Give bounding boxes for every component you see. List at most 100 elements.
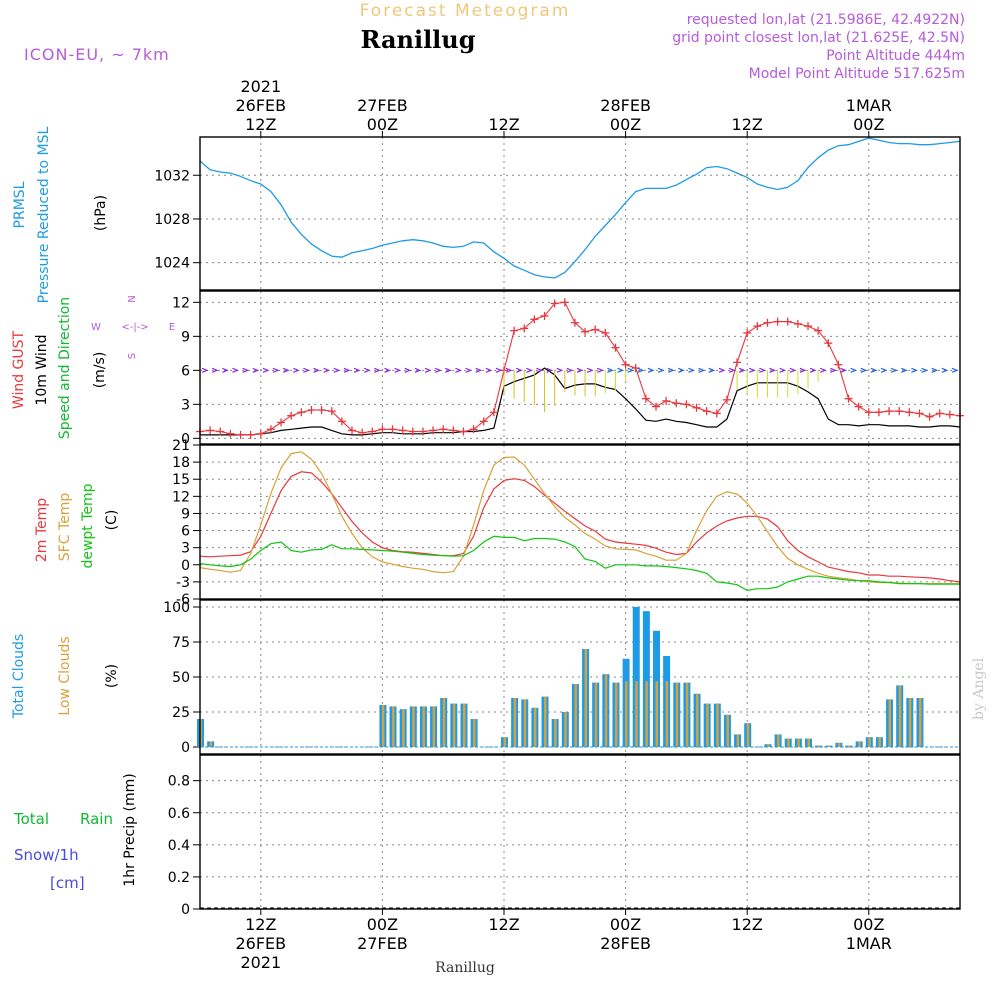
low-cloud-bar	[594, 682, 598, 747]
gust-point	[672, 399, 681, 408]
low-cloud-bar	[635, 681, 638, 747]
wind-direction-arrow	[475, 367, 483, 373]
gust-point	[327, 407, 336, 416]
gust-point	[226, 429, 235, 438]
bottom-time-label-2: 12Z	[488, 909, 520, 934]
wind-direction-arrow	[424, 367, 432, 373]
low-cloud-bar	[837, 742, 841, 747]
top-time-label-4: 12Z	[732, 115, 763, 137]
pressure-ticks: 1024 1028 1032	[154, 168, 200, 272]
top-title: Forecast Meteogram	[360, 1, 571, 21]
low-cloud-bar	[381, 705, 385, 747]
wind-direction-arrow	[850, 367, 858, 373]
gust-point	[216, 427, 225, 436]
bottom-time-label-line: 12Z	[732, 915, 763, 934]
wind-direction-arrow	[749, 367, 756, 373]
temp-marks	[199, 451, 961, 592]
station-title: Ranillug	[360, 25, 475, 54]
low-cloud-bar	[797, 738, 800, 747]
wind-direction-arrow	[576, 367, 584, 373]
gust-point	[925, 412, 934, 421]
gust-point	[885, 407, 894, 416]
low-cloud-bar	[209, 741, 213, 747]
gust-point	[814, 326, 823, 335]
wind-direction-arrow	[434, 367, 442, 373]
precip-rain-label: Rain	[80, 810, 113, 828]
wind-direction-arrow	[515, 367, 523, 373]
temp-dew-label: dewpt Temp	[80, 483, 96, 568]
wind-tick-label-3: 9	[181, 329, 190, 345]
gust-point	[652, 402, 660, 411]
wind-direction-arrow	[485, 367, 493, 373]
wind-tick-label-4: 12	[172, 295, 190, 311]
gust-point	[712, 409, 721, 418]
gust-point	[277, 418, 286, 427]
gust-point	[722, 395, 731, 404]
grid-coords: grid point closest lon,lat (21.625E, 42.…	[672, 30, 965, 46]
gust-point	[591, 325, 600, 334]
top-time-label-line: 00Z	[610, 115, 641, 134]
precip-cm-label: [cm]	[50, 874, 85, 892]
gust-point	[864, 408, 873, 417]
gust-line	[199, 301, 961, 436]
gust-point	[418, 427, 427, 436]
wind-direction-arrow	[597, 367, 604, 373]
low-cloud-bar	[665, 681, 669, 747]
precip-tick-label-3: 0.6	[168, 806, 190, 822]
wind-direction-arrow	[718, 367, 726, 373]
wind-direction-arrow	[738, 367, 746, 373]
clouds-panel: 0 25 50 75 100 Total Clouds Low Clouds (%)	[11, 599, 961, 756]
gust-point	[611, 343, 620, 352]
gust-point	[337, 417, 346, 426]
gust-point	[743, 328, 752, 337]
low-cloud-bar	[787, 738, 790, 747]
wind-direction-arrow	[708, 367, 716, 373]
precip-tick-label-0: 0	[181, 902, 190, 918]
pressure-frame	[199, 136, 961, 291]
gust-point	[287, 411, 296, 420]
wind-direction-arrow	[860, 367, 868, 373]
requested-coords: requested lon,lat (21.5986E, 42.4922N)	[687, 12, 965, 28]
watermark: by Angel	[971, 657, 987, 720]
wind-direction-arrow	[637, 367, 645, 373]
wind-direction-arrow	[272, 367, 280, 373]
wind-direction-arrow	[505, 367, 513, 373]
gust-point	[449, 426, 458, 435]
wind-direction-arrow	[880, 367, 888, 373]
bottom-time-label-line: 12Z	[488, 915, 519, 934]
low-cloud-bar	[685, 682, 689, 747]
top-time-label-line: 1MAR	[846, 96, 892, 115]
temp-unit: (C)	[104, 510, 120, 531]
top-time-label-line: 00Z	[367, 115, 398, 134]
top-time-label-line: 28FEB	[600, 96, 651, 115]
low-cloud-bar	[442, 698, 446, 747]
gust-point	[236, 430, 245, 439]
gust-point	[773, 317, 782, 326]
gust-point	[459, 427, 468, 436]
pressure-label-prmsl: PRMSL	[12, 181, 28, 228]
gust-point	[256, 429, 265, 438]
total-cloud-bar	[632, 607, 640, 747]
gust-point	[682, 400, 691, 409]
gust-point	[520, 324, 529, 333]
low-cloud-bar	[888, 699, 892, 747]
low-cloud-bar	[625, 681, 628, 747]
gust-point	[540, 311, 549, 320]
gust-point	[621, 360, 630, 369]
temp-tick-label-2: 0	[181, 558, 190, 574]
low-cloud-bar	[584, 649, 588, 747]
gust-point	[935, 409, 944, 418]
precip-grid	[200, 755, 960, 910]
low-cloud-bar	[614, 682, 618, 747]
compass-arrows: <-|->	[121, 322, 148, 333]
gust-point	[662, 396, 671, 405]
wind-direction-arrow	[536, 367, 544, 373]
wind-direction-arrow	[617, 367, 625, 373]
bottom-time-label-line: 2021	[240, 953, 281, 972]
